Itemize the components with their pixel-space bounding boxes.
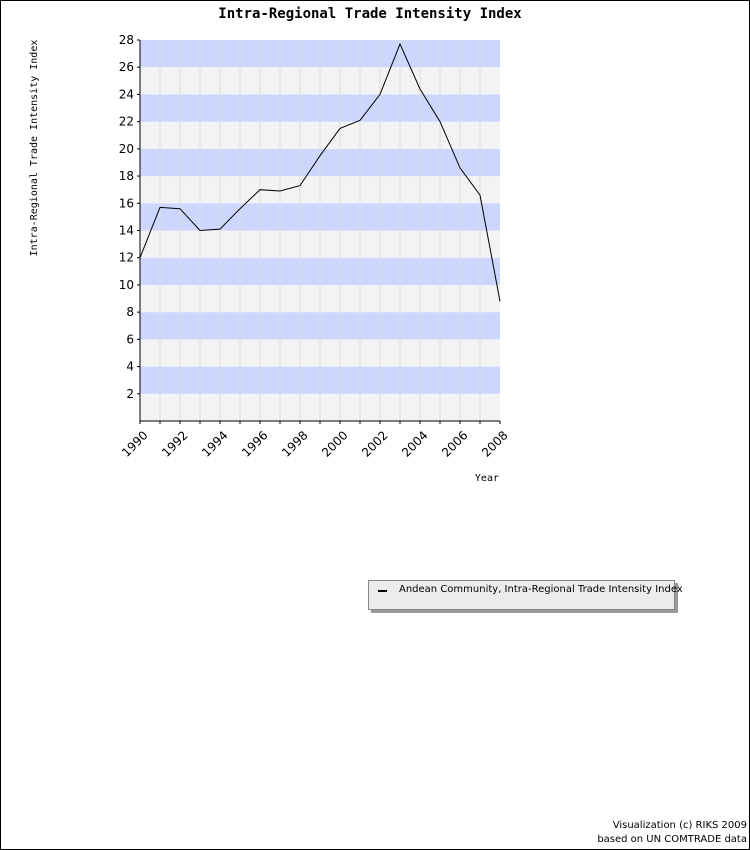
y-tick-label: 26 (119, 60, 134, 74)
legend: Andean Community, Intra-Regional Trade I… (368, 580, 683, 610)
y-tick-label: 8 (126, 305, 134, 319)
y-axis-label: Intra-Regional Trade Intensity Index (29, 40, 40, 257)
chart-title: Intra-Regional Trade Intensity Index (218, 6, 522, 22)
y-tick-label: 28 (119, 33, 134, 47)
y-tick-label: 14 (119, 224, 134, 238)
x-tick-label: 1998 (279, 428, 310, 459)
y-tick-label: 20 (119, 142, 134, 156)
x-tick-label: 2000 (319, 428, 350, 459)
x-tick-label: 2008 (479, 428, 510, 459)
y-tick-label: 2 (126, 387, 134, 401)
y-tick-label: 24 (119, 87, 134, 101)
x-tick-label: 1994 (199, 428, 230, 459)
y-tick-label: 16 (119, 196, 134, 210)
x-tick-label: 2004 (399, 428, 430, 459)
y-tick-label: 18 (119, 169, 134, 183)
x-tick-label: 2006 (439, 428, 470, 459)
x-tick-label: 1990 (119, 428, 150, 459)
plot-series (139, 42, 501, 302)
x-tick-label: 1996 (239, 428, 270, 459)
x-tick-label: 1992 (159, 428, 190, 459)
legend-swatch (378, 590, 387, 592)
legend-label: Andean Community, Intra-Regional Trade I… (399, 584, 683, 595)
y-tick-label: 12 (119, 251, 134, 265)
credit-visualization: Visualization (c) RIKS 2009 (612, 820, 747, 831)
x-axis-label: Year (475, 473, 499, 484)
y-tick-label: 6 (126, 332, 134, 346)
y-tick-label: 4 (126, 360, 134, 374)
y-tick-label: 10 (119, 278, 134, 292)
plot-gridlines (159, 40, 481, 421)
y-tick-label: 22 (119, 115, 134, 129)
plot-axes (137, 39, 501, 424)
series-line (139, 42, 501, 302)
x-tick-label: 2002 (359, 428, 390, 459)
credit-data-source: based on UN COMTRADE data (597, 834, 747, 845)
